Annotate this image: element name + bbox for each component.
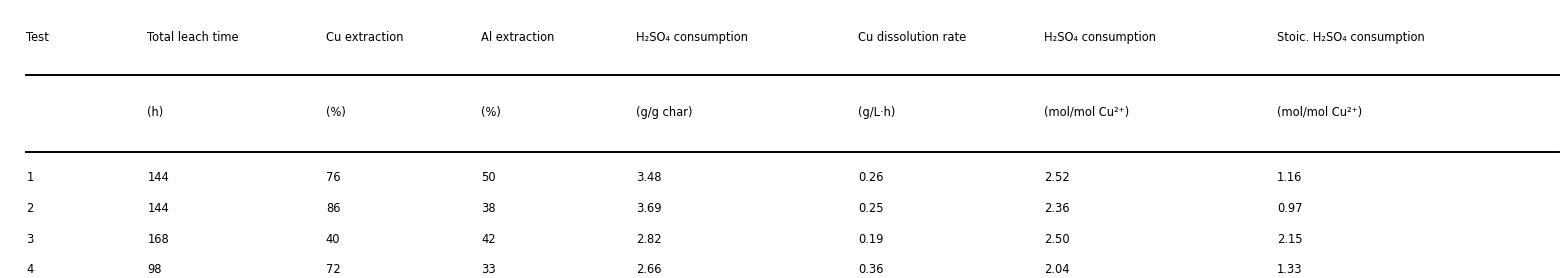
Text: 2.50: 2.50	[1044, 233, 1070, 245]
Text: 0.36: 0.36	[859, 263, 884, 276]
Text: 1: 1	[27, 171, 34, 184]
Text: 2.36: 2.36	[1044, 202, 1070, 215]
Text: 72: 72	[326, 263, 340, 276]
Text: 0.25: 0.25	[859, 202, 884, 215]
Text: (mol/mol Cu²⁺): (mol/mol Cu²⁺)	[1044, 106, 1130, 119]
Text: 2.04: 2.04	[1044, 263, 1070, 276]
Text: 4: 4	[27, 263, 34, 276]
Text: (g/L·h): (g/L·h)	[859, 106, 895, 119]
Text: 86: 86	[326, 202, 340, 215]
Text: 3: 3	[27, 233, 34, 245]
Text: (mol/mol Cu²⁺): (mol/mol Cu²⁺)	[1277, 106, 1362, 119]
Text: 2: 2	[27, 202, 34, 215]
Text: Cu dissolution rate: Cu dissolution rate	[859, 31, 967, 44]
Text: 0.97: 0.97	[1277, 202, 1302, 215]
Text: 50: 50	[481, 171, 495, 184]
Text: 2.15: 2.15	[1277, 233, 1302, 245]
Text: 0.19: 0.19	[859, 233, 884, 245]
Text: Test: Test	[27, 31, 49, 44]
Text: 33: 33	[481, 263, 495, 276]
Text: (%): (%)	[481, 106, 501, 119]
Text: Al extraction: Al extraction	[481, 31, 555, 44]
Text: 144: 144	[147, 202, 169, 215]
Text: 98: 98	[147, 263, 161, 276]
Text: Total leach time: Total leach time	[147, 31, 240, 44]
Text: 42: 42	[481, 233, 495, 245]
Text: 38: 38	[481, 202, 495, 215]
Text: (g/g char): (g/g char)	[636, 106, 693, 119]
Text: H₂SO₄ consumption: H₂SO₄ consumption	[1044, 31, 1156, 44]
Text: 3.48: 3.48	[636, 171, 661, 184]
Text: 1.16: 1.16	[1277, 171, 1302, 184]
Text: 0.26: 0.26	[859, 171, 884, 184]
Text: Stoic. H₂SO₄ consumption: Stoic. H₂SO₄ consumption	[1277, 31, 1424, 44]
Text: Cu extraction: Cu extraction	[326, 31, 403, 44]
Text: 3.69: 3.69	[636, 202, 661, 215]
Text: H₂SO₄ consumption: H₂SO₄ consumption	[636, 31, 747, 44]
Text: 168: 168	[147, 233, 169, 245]
Text: 2.52: 2.52	[1044, 171, 1070, 184]
Text: 2.66: 2.66	[636, 263, 661, 276]
Text: 1.33: 1.33	[1277, 263, 1302, 276]
Text: 40: 40	[326, 233, 340, 245]
Text: 144: 144	[147, 171, 169, 184]
Text: 76: 76	[326, 171, 340, 184]
Text: (%): (%)	[326, 106, 346, 119]
Text: (h): (h)	[147, 106, 163, 119]
Text: 2.82: 2.82	[636, 233, 661, 245]
